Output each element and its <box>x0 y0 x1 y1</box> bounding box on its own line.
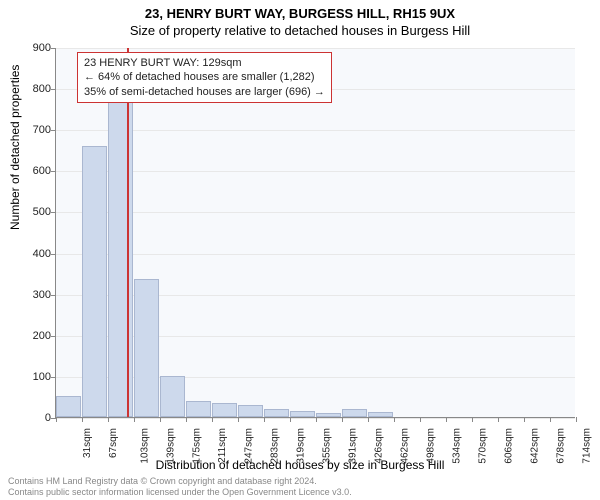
histogram-bar <box>160 376 185 417</box>
y-tick-label: 900 <box>1 42 51 54</box>
y-tick-label: 300 <box>1 289 51 301</box>
histogram-bar <box>108 80 133 417</box>
footer-text: Contains HM Land Registry data © Crown c… <box>8 476 592 498</box>
y-tick-label: 600 <box>1 165 51 177</box>
property-marker-line <box>127 48 129 417</box>
y-tick-label: 0 <box>1 412 51 424</box>
histogram-bar <box>82 146 107 417</box>
annotation-line-1: 23 HENRY BURT WAY: 129sqm <box>84 56 325 70</box>
footer-line-1: Contains HM Land Registry data © Crown c… <box>8 476 592 487</box>
x-axis-label: Distribution of detached houses by size … <box>0 458 600 472</box>
x-tick-label: 31sqm <box>82 428 93 458</box>
chart-title-address: 23, HENRY BURT WAY, BURGESS HILL, RH15 9… <box>0 6 600 21</box>
histogram-bar <box>264 409 289 417</box>
plot-area: 23 HENRY BURT WAY: 129sqm ← 64% of detac… <box>55 48 575 418</box>
histogram-bar <box>342 409 367 417</box>
histogram-bar <box>134 279 159 417</box>
x-tick-label: 67sqm <box>108 428 119 458</box>
annotation-line-2: ← 64% of detached houses are smaller (1,… <box>84 70 325 84</box>
y-tick-label: 200 <box>1 330 51 342</box>
histogram-bar <box>186 401 211 417</box>
annotation-box: 23 HENRY BURT WAY: 129sqm ← 64% of detac… <box>77 52 332 103</box>
histogram-bar <box>56 396 81 417</box>
title-block: 23, HENRY BURT WAY, BURGESS HILL, RH15 9… <box>0 0 600 38</box>
annotation-line-3: 35% of semi-detached houses are larger (… <box>84 85 325 99</box>
histogram-bar <box>368 412 393 417</box>
histogram-bar <box>212 403 237 417</box>
y-tick-label: 400 <box>1 248 51 260</box>
footer-line-2: Contains public sector information licen… <box>8 487 592 498</box>
chart-subtitle: Size of property relative to detached ho… <box>0 23 600 38</box>
y-tick-label: 800 <box>1 83 51 95</box>
y-tick-label: 100 <box>1 371 51 383</box>
histogram-bar <box>290 411 315 417</box>
histogram-bar <box>316 413 341 417</box>
histogram-bar <box>238 405 263 417</box>
y-tick-label: 700 <box>1 124 51 136</box>
y-tick-label: 500 <box>1 206 51 218</box>
x-axis-ticks: 31sqm67sqm103sqm139sqm175sqm211sqm247sqm… <box>55 418 575 463</box>
y-axis-ticks: 0100200300400500600700800900 <box>0 48 55 418</box>
